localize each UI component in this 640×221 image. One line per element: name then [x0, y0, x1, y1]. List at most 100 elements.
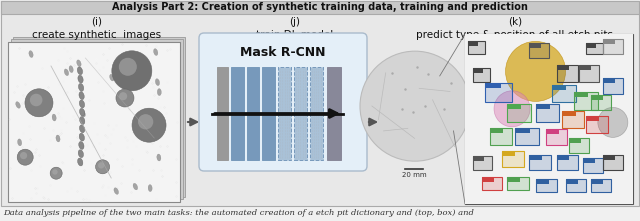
Text: 20 mm: 20 mm	[402, 172, 426, 178]
Bar	[216, 67, 228, 160]
Circle shape	[30, 94, 42, 106]
Bar	[465, 34, 633, 204]
Text: (i)
create synthetic  images: (i) create synthetic images	[33, 17, 161, 40]
Ellipse shape	[79, 108, 85, 116]
Ellipse shape	[148, 185, 152, 192]
Ellipse shape	[133, 183, 138, 190]
Bar	[507, 104, 531, 122]
Bar	[603, 78, 615, 83]
Bar	[231, 67, 243, 160]
FancyBboxPatch shape	[199, 33, 367, 171]
Ellipse shape	[79, 117, 85, 124]
Bar	[515, 128, 539, 145]
Text: (k)
predict type & position of all etch pits: (k) predict type & position of all etch …	[417, 17, 614, 40]
Bar	[507, 104, 521, 109]
Ellipse shape	[79, 125, 84, 133]
Bar	[482, 177, 502, 191]
Bar	[603, 155, 623, 170]
Circle shape	[360, 51, 470, 161]
Ellipse shape	[29, 51, 33, 57]
Text: Analysis Part 2: Creation of synthetic training data, training and prediction: Analysis Part 2: Creation of synthetic t…	[112, 2, 528, 13]
Text: Data analysis pipeline of the two main tasks: the automated creation of a etch p: Data analysis pipeline of the two main t…	[3, 209, 474, 217]
Bar	[485, 83, 501, 88]
Circle shape	[52, 169, 58, 175]
Bar	[529, 155, 542, 160]
Bar	[507, 177, 529, 191]
Bar	[569, 138, 581, 143]
Bar	[574, 92, 588, 97]
Bar	[579, 65, 600, 82]
Bar	[591, 179, 603, 183]
Bar	[11, 39, 183, 199]
Ellipse shape	[157, 154, 161, 161]
Circle shape	[98, 162, 104, 169]
Circle shape	[132, 108, 166, 142]
Circle shape	[506, 41, 566, 101]
Circle shape	[119, 92, 127, 100]
Circle shape	[25, 89, 53, 117]
Bar	[262, 67, 275, 160]
Ellipse shape	[114, 188, 118, 194]
Bar	[569, 138, 589, 153]
Bar	[474, 68, 483, 73]
Bar	[586, 42, 596, 48]
Bar	[591, 95, 603, 100]
Bar	[278, 67, 291, 160]
Bar	[529, 42, 549, 58]
Text: (j)
train DL model: (j) train DL model	[257, 17, 333, 40]
Bar	[552, 85, 576, 102]
Bar	[515, 128, 529, 133]
Bar	[591, 179, 611, 192]
Bar	[468, 41, 485, 54]
Bar	[1, 1, 639, 14]
Bar	[529, 155, 550, 170]
Bar	[563, 110, 575, 116]
Bar	[507, 177, 520, 182]
Ellipse shape	[69, 66, 73, 72]
Ellipse shape	[64, 69, 68, 76]
Ellipse shape	[156, 79, 159, 86]
Bar	[557, 65, 570, 70]
Bar	[468, 41, 479, 46]
Bar	[474, 68, 490, 82]
Circle shape	[116, 89, 134, 107]
Bar	[246, 67, 259, 160]
Ellipse shape	[79, 141, 84, 149]
Ellipse shape	[127, 78, 131, 85]
Ellipse shape	[52, 114, 56, 121]
Circle shape	[138, 114, 154, 130]
Ellipse shape	[79, 100, 84, 108]
Ellipse shape	[79, 84, 84, 91]
Ellipse shape	[77, 60, 81, 67]
Ellipse shape	[16, 102, 20, 108]
Bar	[529, 42, 541, 48]
Bar	[591, 95, 611, 110]
Bar	[536, 179, 548, 183]
Bar	[502, 151, 524, 167]
Bar	[327, 67, 342, 160]
Bar	[536, 179, 557, 192]
Bar	[482, 177, 494, 182]
Bar	[294, 67, 307, 160]
Bar	[502, 151, 515, 156]
Ellipse shape	[77, 67, 83, 75]
Bar	[563, 110, 584, 128]
Bar	[490, 128, 503, 133]
Bar	[557, 155, 570, 160]
Bar	[536, 104, 550, 109]
Ellipse shape	[17, 139, 22, 146]
Bar	[557, 65, 577, 82]
Circle shape	[95, 160, 109, 174]
Circle shape	[20, 152, 27, 159]
Bar	[579, 65, 591, 70]
Bar	[474, 156, 484, 161]
Circle shape	[494, 91, 530, 127]
Ellipse shape	[79, 92, 84, 100]
Bar	[310, 67, 323, 160]
Ellipse shape	[78, 75, 83, 83]
Circle shape	[17, 149, 33, 165]
Bar	[465, 34, 633, 204]
Ellipse shape	[78, 150, 83, 158]
Bar	[490, 128, 512, 145]
Bar	[574, 92, 598, 110]
